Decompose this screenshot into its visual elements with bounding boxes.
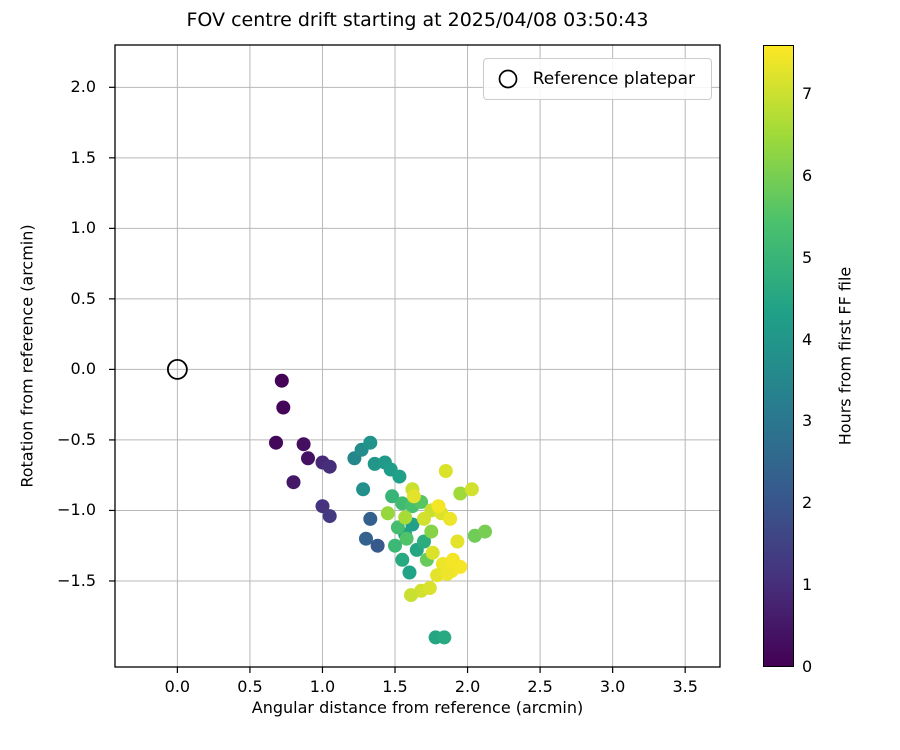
data-point: [296, 437, 311, 452]
data-point: [446, 552, 460, 567]
y-tick-label: −1.0: [57, 500, 96, 520]
data-point: [363, 511, 378, 526]
data-point: [286, 475, 301, 490]
x-tick-label: 3.0: [599, 677, 626, 696]
data-point: [425, 545, 440, 560]
x-tick-label: 1.5: [382, 677, 408, 696]
x-tick-label: 2.5: [527, 677, 553, 696]
data-point: [322, 459, 337, 474]
data-point: [443, 511, 458, 526]
data-point: [269, 435, 283, 450]
data-point: [417, 511, 431, 526]
data-point: [406, 489, 421, 504]
data-point: [359, 531, 373, 546]
data-point: [390, 520, 405, 535]
data-point: [274, 373, 289, 388]
data-point: [367, 456, 382, 471]
colorbar-label: Hours from first FF file: [835, 266, 855, 446]
y-tick-label: −0.5: [57, 429, 96, 449]
data-point: [385, 489, 400, 504]
y-tick-label: 1.5: [70, 147, 96, 167]
colorbar-tick-label: 5: [802, 247, 813, 267]
data-point: [276, 400, 291, 415]
colorbar-tick-label: 0: [802, 657, 813, 676]
reference-marker-icon: [498, 69, 518, 89]
data-point: [398, 510, 413, 525]
data-point: [437, 630, 452, 645]
data-point: [431, 499, 446, 514]
data-point: [438, 464, 453, 478]
data-point: [440, 566, 455, 581]
y-tick-label: −1.5: [57, 570, 96, 590]
data-point: [464, 482, 479, 497]
x-tick-label: 0.5: [237, 677, 263, 696]
colorbar-tick-label: 2: [802, 493, 813, 513]
plot-border: [114, 44, 721, 668]
data-point: [402, 565, 417, 580]
colorbar-tick-label: 1: [802, 575, 813, 595]
legend-label: Reference platepar: [532, 69, 695, 89]
colorbar-tick-label: 7: [802, 84, 813, 104]
data-point: [422, 581, 437, 595]
data-point: [424, 524, 439, 539]
data-point: [392, 469, 407, 484]
x-tick-label: 0.0: [164, 677, 191, 696]
data-point: [301, 451, 315, 466]
y-tick-label: 0.5: [70, 288, 96, 308]
data-point: [388, 538, 402, 553]
colorbar-tick-label: 3: [802, 411, 813, 431]
data-point: [380, 506, 395, 521]
data-point: [399, 531, 414, 546]
y-tick-label: 0.0: [70, 359, 96, 379]
data-point: [395, 552, 410, 567]
data-point: [370, 538, 385, 553]
y-tick-label: 1.0: [70, 218, 96, 238]
reference-platepar-marker: [166, 358, 188, 380]
x-axis-label: Angular distance from reference (arcmin): [251, 698, 584, 717]
y-tick-label: 2.0: [70, 77, 96, 97]
data-point: [363, 435, 378, 450]
data-point: [356, 482, 371, 497]
data-point: [322, 509, 337, 524]
x-tick-label: 3.5: [672, 677, 698, 696]
colorbar: [763, 45, 794, 667]
data-point: [404, 588, 418, 603]
data-point: [417, 534, 431, 549]
data-point: [478, 524, 492, 539]
data-point: [450, 534, 465, 549]
legend: Reference platepar: [482, 58, 712, 100]
data-point: [453, 486, 468, 501]
colorbar-tick-label: 4: [802, 329, 813, 349]
x-tick-label: 2.0: [454, 677, 481, 696]
chart-title: FOV centre drift starting at 2025/04/08 …: [186, 9, 649, 31]
colorbar-tick-label: 6: [802, 165, 813, 185]
x-tick-label: 1.0: [309, 677, 336, 696]
data-point: [315, 499, 330, 514]
